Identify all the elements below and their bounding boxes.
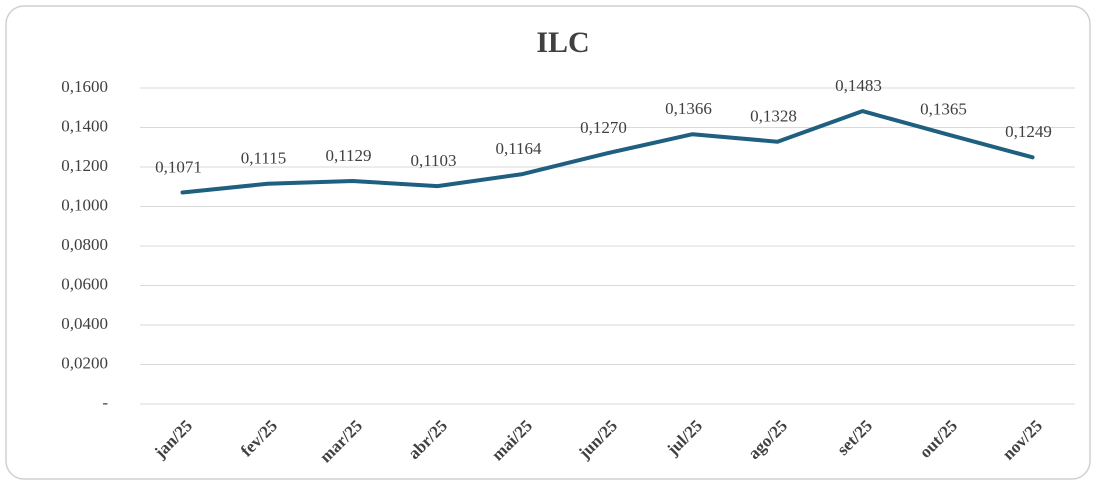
data-label: 0,1115 [241, 149, 287, 168]
chart-border [5, 5, 1091, 480]
data-label: 0,1270 [580, 118, 627, 137]
y-tick-label: 0,0400 [61, 314, 108, 333]
data-label: 0,1249 [1005, 122, 1052, 141]
data-label: 0,1365 [920, 99, 967, 118]
y-tick-label: 0,1400 [61, 116, 108, 135]
data-label: 0,1103 [410, 151, 456, 170]
y-tick-label: 0,0600 [61, 274, 108, 293]
chart-title: ILC [536, 26, 589, 59]
y-tick-label: 0,1600 [61, 77, 108, 96]
data-label: 0,1164 [495, 139, 542, 158]
data-label: 0,1366 [665, 99, 712, 118]
data-label: 0,1129 [325, 146, 371, 165]
y-tick-label: 0,1200 [61, 156, 108, 175]
line-series [180, 109, 1035, 195]
y-tick-label: 0,0200 [61, 353, 108, 372]
y-tick-label: 0,0800 [61, 235, 108, 254]
y-tick-label: - [102, 393, 108, 412]
data-label: 0,1328 [750, 107, 797, 126]
data-label: 0,1071 [155, 157, 202, 176]
y-tick-label: 0,1000 [61, 195, 108, 214]
data-label: 0,1483 [835, 76, 882, 95]
